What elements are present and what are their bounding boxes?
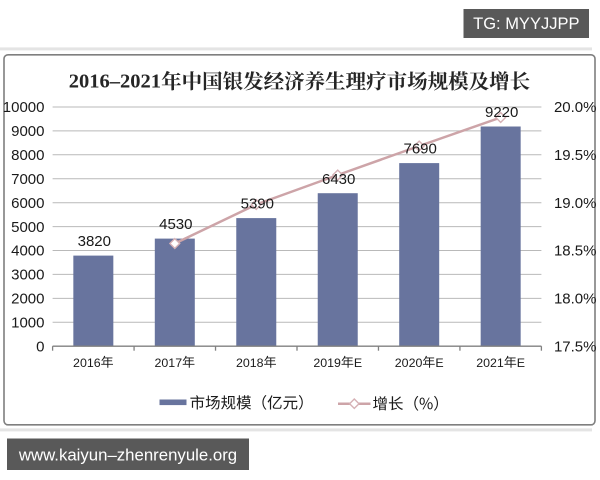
svg-text:7690: 7690 [404,141,437,158]
svg-text:2016: 2016 [73,356,101,370]
svg-text:7000: 7000 [11,171,44,188]
svg-text:17.5%: 17.5% [554,338,597,355]
svg-text:4530: 4530 [159,216,192,233]
svg-text:E: E [435,356,443,370]
svg-text:0: 0 [36,338,44,355]
svg-text:18.0%: 18.0% [554,291,597,308]
svg-text:2017: 2017 [155,356,183,370]
svg-text:10000: 10000 [3,99,45,116]
svg-text:2016–2021: 2016–2021 [69,71,161,93]
svg-text:9220: 9220 [485,104,518,121]
svg-text:2000: 2000 [11,291,44,308]
svg-text:5000: 5000 [11,219,44,236]
svg-text:9000: 9000 [11,123,44,140]
svg-text:5390: 5390 [241,196,274,213]
svg-text:2021: 2021 [476,356,504,370]
svg-text:8000: 8000 [11,147,44,164]
svg-text:2020: 2020 [395,356,423,370]
svg-text:6430: 6430 [322,171,355,188]
svg-text:19.5%: 19.5% [554,147,597,164]
svg-text:4000: 4000 [11,243,44,260]
svg-text:1000: 1000 [11,315,44,332]
svg-text:2018: 2018 [236,356,264,370]
svg-text:18.5%: 18.5% [554,243,597,260]
svg-text:3820: 3820 [78,233,111,250]
svg-text:20.0%: 20.0% [554,99,597,116]
svg-text:2019: 2019 [313,356,341,370]
svg-text:6000: 6000 [11,195,44,212]
svg-text:E: E [517,356,525,370]
svg-text:TG: MYYJJPP: TG: MYYJJPP [473,15,579,33]
svg-text:3000: 3000 [11,267,44,284]
svg-text:E: E [354,356,362,370]
svg-text:www.kaiyun–zhenrenyule.org: www.kaiyun–zhenrenyule.org [18,446,237,465]
svg-text:19.0%: 19.0% [554,195,597,212]
